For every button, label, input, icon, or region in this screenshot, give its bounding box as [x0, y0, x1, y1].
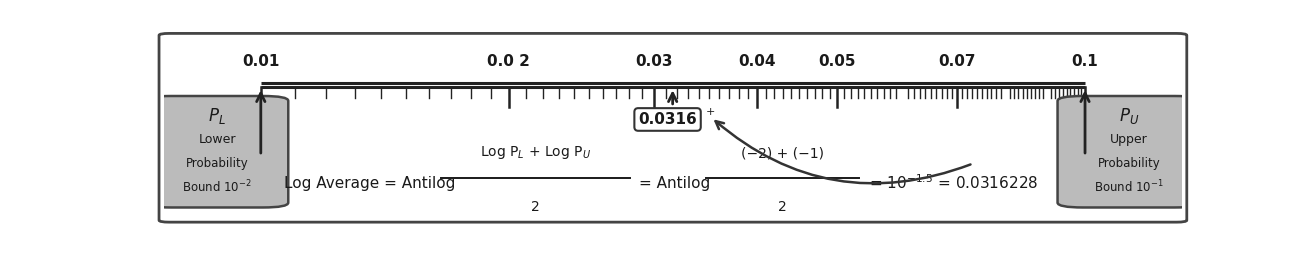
- Text: 0.04: 0.04: [738, 54, 776, 69]
- Text: Bound 10$^{-2}$: Bound 10$^{-2}$: [183, 179, 252, 196]
- Text: Probability: Probability: [185, 157, 248, 170]
- FancyBboxPatch shape: [159, 34, 1187, 222]
- Text: Log Average = Antilog: Log Average = Antilog: [284, 176, 456, 190]
- FancyBboxPatch shape: [146, 96, 289, 208]
- Text: Lower: Lower: [198, 133, 236, 146]
- Text: Log P$_L$ + Log P$_U$: Log P$_L$ + Log P$_U$: [481, 144, 591, 161]
- Text: Upper: Upper: [1109, 133, 1148, 146]
- Text: 0.0 2: 0.0 2: [487, 54, 530, 69]
- Text: Probability: Probability: [1098, 157, 1161, 170]
- Text: 0.1: 0.1: [1071, 54, 1099, 69]
- Text: 0.03: 0.03: [635, 54, 672, 69]
- Text: (−2) + (−1): (−2) + (−1): [742, 147, 825, 161]
- Text: 0.05: 0.05: [818, 54, 856, 69]
- Text: 0.01: 0.01: [242, 54, 280, 69]
- Text: $P_L$: $P_L$: [209, 106, 226, 126]
- Text: 0.07: 0.07: [939, 54, 976, 69]
- Text: = 10$^{-1.5}$ = 0.0316228: = 10$^{-1.5}$ = 0.0316228: [869, 174, 1039, 192]
- Text: 0.0316: 0.0316: [638, 112, 697, 127]
- Text: Bound 10$^{-1}$: Bound 10$^{-1}$: [1094, 179, 1163, 196]
- Text: 2: 2: [779, 200, 788, 214]
- Text: $P_U$: $P_U$: [1119, 106, 1138, 126]
- Text: +: +: [706, 107, 716, 117]
- Text: 2: 2: [532, 200, 540, 214]
- FancyBboxPatch shape: [1057, 96, 1200, 208]
- FancyArrowPatch shape: [716, 121, 970, 183]
- Text: = Antilog: = Antilog: [639, 176, 710, 190]
